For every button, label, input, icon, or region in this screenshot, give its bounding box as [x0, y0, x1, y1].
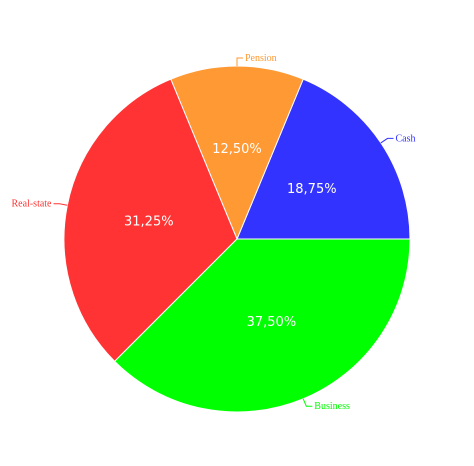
pie-slice-pension: [170, 65, 304, 241]
pie-leader-line-real-state: [53, 203, 68, 206]
pie-percent-label-cash: 18,75%: [287, 182, 337, 197]
pie-percent-label-real-state: 31,25%: [124, 214, 174, 229]
pie-percent-label-pension: 12,50%: [212, 142, 262, 157]
pie-category-label-cash: Cash: [396, 133, 416, 144]
slices-layer: [63, 65, 411, 413]
pie-leader-line-pension: [236, 57, 243, 66]
pie-leader-line-cash: [380, 137, 394, 144]
leaders-layer: [53, 57, 394, 407]
pie-slice-cash: [236, 78, 411, 240]
pie-category-label-business: Business: [314, 401, 350, 412]
pie-leader-line-business: [302, 398, 313, 407]
labels-layer: 18,75% Cash 12,50% Pension 31,25% Real-state 3…: [12, 53, 416, 412]
pie-slice-real-state: [63, 78, 238, 363]
pie-category-label-pension: Pension: [245, 53, 277, 64]
pie-category-label-real-state: Real-state: [12, 199, 53, 210]
pie-percent-label-business: 37,50%: [247, 315, 297, 330]
